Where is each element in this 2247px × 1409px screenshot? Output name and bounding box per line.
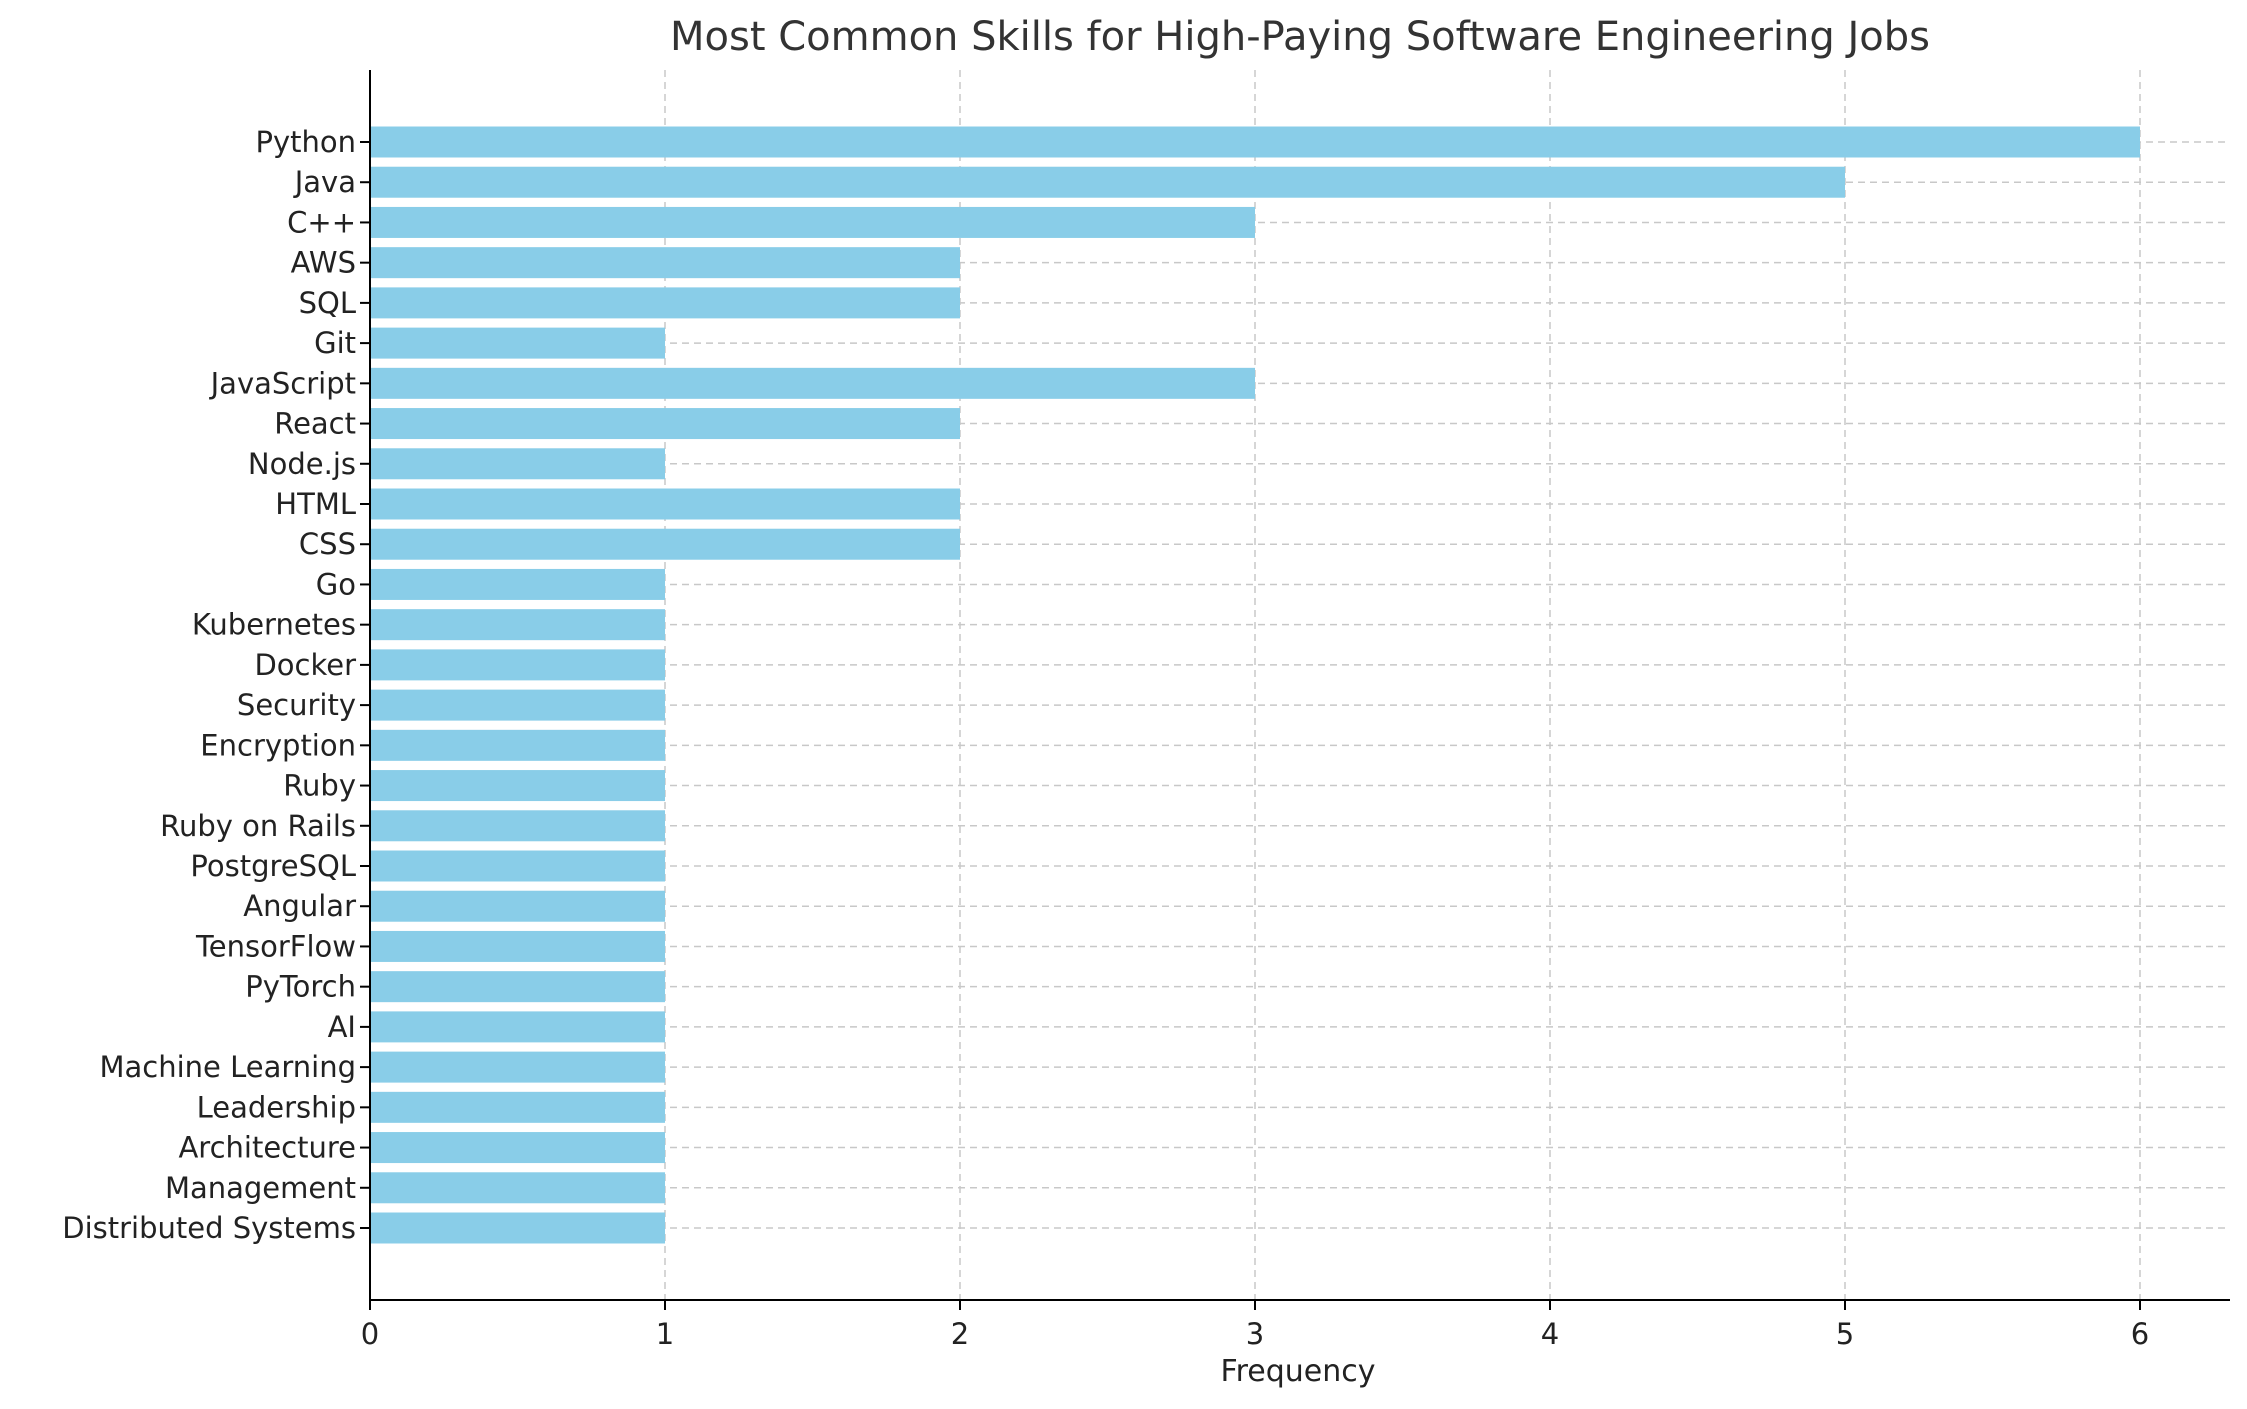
y-tick-label: TensorFlow	[195, 929, 356, 963]
bar-aws	[370, 247, 960, 279]
y-tick-label: Python	[255, 125, 356, 159]
bar-git	[370, 327, 665, 359]
bar-leadership	[370, 1091, 665, 1123]
x-tick-label: 2	[951, 1317, 969, 1351]
y-tick-label: Management	[165, 1171, 356, 1205]
bar-security	[370, 689, 665, 721]
y-tick-label: Distributed Systems	[62, 1211, 356, 1245]
bar-ai	[370, 1011, 665, 1043]
y-tick-label: Kubernetes	[192, 608, 356, 642]
bar-postgresql	[370, 850, 665, 882]
bar-python	[370, 126, 2140, 158]
bar-angular	[370, 890, 665, 922]
y-tick-label: Node.js	[248, 447, 356, 481]
y-tick-label: Leadership	[197, 1090, 356, 1124]
y-tick-label: AI	[328, 1010, 356, 1044]
y-tick-label: Go	[316, 567, 356, 601]
bar-node-js	[370, 448, 665, 480]
x-tick-label: 3	[1246, 1317, 1264, 1351]
y-tick-label: Docker	[254, 648, 356, 682]
y-tick-label: CSS	[299, 527, 356, 561]
y-tick-label: Angular	[243, 889, 356, 923]
bar-react	[370, 408, 960, 440]
bar-ruby	[370, 770, 665, 802]
y-tick-label: C++	[287, 205, 356, 239]
x-tick-label: 6	[2131, 1317, 2149, 1351]
x-axis-label: Frequency	[1221, 1354, 1376, 1389]
x-tick-label: 1	[656, 1317, 674, 1351]
bar-tensorflow	[370, 930, 665, 962]
y-tick-label: PostgreSQL	[190, 849, 356, 883]
bar-ruby-on-rails	[370, 810, 665, 842]
y-tick-label: Security	[237, 688, 356, 722]
bar-css	[370, 528, 960, 560]
axis-layer	[360, 70, 2230, 1310]
bar-javascript	[370, 367, 1255, 399]
bar-docker	[370, 649, 665, 681]
y-tick-label: SQL	[299, 286, 356, 320]
x-tick-label: 5	[1836, 1317, 1854, 1351]
y-tick-label: HTML	[275, 487, 356, 521]
y-tick-label: Architecture	[178, 1131, 356, 1165]
x-tick-label: 0	[361, 1317, 379, 1351]
bar-html	[370, 488, 960, 520]
x-tick-labels: 0 1 2 3 4 5 6	[361, 1317, 2149, 1351]
y-tick-label: Git	[314, 326, 356, 360]
bar-distributed-systems	[370, 1212, 665, 1244]
bar-architecture	[370, 1132, 665, 1164]
y-tick-label: Machine Learning	[99, 1050, 356, 1084]
bar-go	[370, 568, 665, 600]
y-tick-label: AWS	[291, 246, 356, 280]
chart-title: Most Common Skills for High-Paying Softw…	[670, 14, 1930, 60]
y-tick-labels: Python Java C++ AWS SQL Git JavaScript React Nod…	[62, 125, 356, 1245]
bar-sql	[370, 287, 960, 319]
bar-machine-learning	[370, 1051, 665, 1083]
bar-java	[370, 166, 1845, 198]
y-tick-label: Encryption	[200, 728, 356, 762]
bar-encryption	[370, 729, 665, 761]
bar-c-	[370, 206, 1255, 238]
grid-layer	[370, 70, 2230, 1300]
x-tick-label: 4	[1541, 1317, 1559, 1351]
y-tick-label: React	[274, 407, 356, 441]
bar-pytorch	[370, 971, 665, 1003]
bar-management	[370, 1172, 665, 1204]
y-tick-label: JavaScript	[209, 366, 356, 400]
bar-layer	[370, 126, 2140, 1244]
bar-kubernetes	[370, 609, 665, 641]
y-tick-label: PyTorch	[245, 970, 356, 1004]
y-tick-label: Java	[293, 165, 356, 199]
y-tick-label: Ruby	[283, 769, 356, 803]
y-tick-label: Ruby on Rails	[160, 809, 356, 843]
